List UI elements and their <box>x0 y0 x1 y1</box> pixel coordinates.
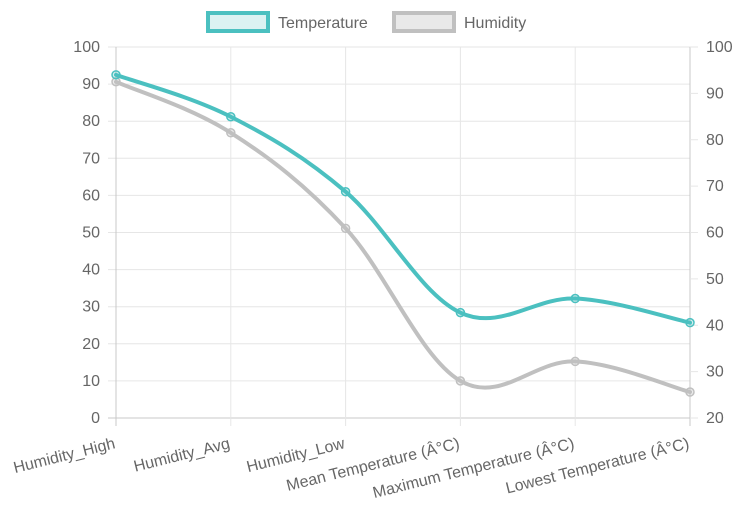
y-right-tick-label: 20 <box>706 410 724 427</box>
data-point-temperature[interactable] <box>340 186 351 197</box>
y-left-tick-label: 100 <box>73 39 100 56</box>
data-point-humidity[interactable] <box>570 356 580 367</box>
x-category-label: Humidity_High <box>12 435 117 477</box>
gridlines <box>108 46 691 426</box>
y-left-tick-label: 20 <box>82 336 100 353</box>
data-point-temperature[interactable] <box>570 293 580 304</box>
x-category-label: Humidity_Avg <box>132 435 232 475</box>
y-left-tick-label: 40 <box>82 262 100 279</box>
y-left-tick-label: 10 <box>82 373 100 390</box>
data-point-humidity[interactable] <box>226 128 236 138</box>
y-right-tick-label: 90 <box>706 85 724 102</box>
y-left-tick-label: 80 <box>82 113 100 130</box>
y-right-tick-label: 40 <box>706 317 724 334</box>
legend-item-humidity[interactable]: Humidity <box>392 11 526 33</box>
y-right-tick-label: 80 <box>706 132 724 149</box>
axis-labels: 0 10 20 30 40 50 60 70 80 90 100 20 30 40 50 60 70 80 90 10… <box>12 39 733 502</box>
axes <box>690 46 698 419</box>
x-category-label: Lowest Temperature (Â°C) <box>504 433 691 497</box>
legend-swatch <box>392 11 456 33</box>
y-right-tick-label: 60 <box>706 225 724 242</box>
x-category-label: Maximum Temperature (Â°C) <box>371 433 576 502</box>
y-left-tick-label: 70 <box>82 150 100 167</box>
legend: Temperature Humidity <box>206 11 526 33</box>
y-right-tick-label: 30 <box>706 364 724 381</box>
data-point-humidity[interactable] <box>340 223 351 234</box>
legend-item-temperature[interactable]: Temperature <box>206 11 368 33</box>
data-point-humidity[interactable] <box>111 77 121 87</box>
y-right-tick-label: 70 <box>706 178 724 195</box>
y-right-tick-label: 50 <box>706 271 724 288</box>
data-point-temperature[interactable] <box>455 307 466 318</box>
data-point-humidity[interactable] <box>455 376 466 386</box>
data-point-temperature[interactable] <box>685 317 695 328</box>
series-lines <box>111 70 695 397</box>
data-point-temperature[interactable] <box>226 111 236 122</box>
y-left-tick-label: 50 <box>82 225 100 242</box>
data-point-humidity[interactable] <box>685 387 695 397</box>
y-left-tick-label: 30 <box>82 299 100 316</box>
legend-label: Humidity <box>464 15 526 32</box>
y-left-tick-label: 0 <box>91 410 100 427</box>
y-left-tick-label: 90 <box>82 76 100 93</box>
data-point-temperature[interactable] <box>111 70 121 80</box>
y-right-tick-label: 100 <box>706 39 733 56</box>
legend-label: Temperature <box>278 15 368 32</box>
legend-swatch <box>206 11 270 33</box>
series-line-humidity <box>114 79 692 395</box>
y-left-tick-label: 60 <box>82 187 100 204</box>
series-line-temperature <box>114 72 692 325</box>
